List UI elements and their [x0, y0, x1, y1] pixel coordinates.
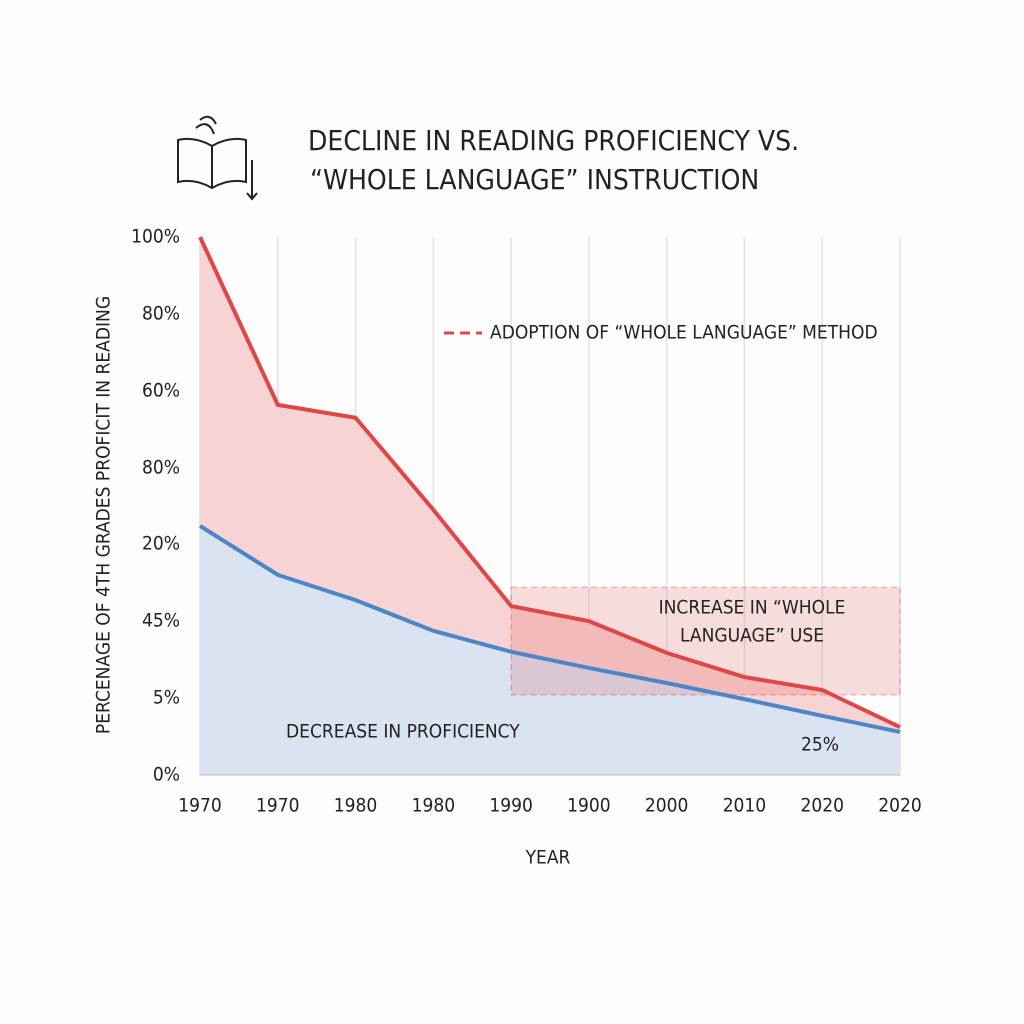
x-axis-label: YEAR: [525, 847, 571, 869]
book-icon: [177, 115, 258, 201]
x-tick-label: 2020: [800, 795, 844, 817]
y-tick-label: 80%: [142, 302, 180, 324]
y-tick-label: 100%: [131, 226, 180, 248]
x-tick-label: 1980: [412, 795, 456, 817]
x-tick-label: 1900: [567, 795, 611, 817]
x-tick-label: 2010: [723, 795, 767, 817]
line: [198, 236, 901, 729]
y-tick-label: 60%: [142, 379, 180, 401]
chart-title: “WHOLE LANGUAGE” INSTRUCTION: [310, 163, 759, 196]
y-tick-label: 0%: [153, 764, 180, 786]
y-tick-label: 20%: [142, 533, 180, 555]
y-tick-label: 80%: [142, 456, 180, 478]
x-tick-label: 2020: [878, 795, 922, 817]
annotation: LANGUAGE” USE: [680, 625, 824, 647]
x-tick-label: 1990: [489, 795, 533, 817]
annotation: INCREASE IN “WHOLE: [659, 597, 846, 619]
x-tick-label: 1970: [256, 795, 300, 817]
chart-title: DECLINE IN READING PROFICIENCY VS.: [308, 124, 799, 157]
y-tick-label: 5%: [153, 687, 180, 709]
x-tick-label: 1970: [178, 795, 222, 817]
x-tick-label: 2000: [645, 795, 689, 817]
annotation: DECREASE IN PROFICIENCY: [286, 721, 520, 743]
x-tick-label: 1980: [334, 795, 378, 817]
y-tick-label: 45%: [142, 610, 180, 632]
line: [198, 524, 901, 734]
area: [200, 525, 900, 775]
band: [510, 586, 901, 696]
annotation: 25%: [801, 734, 839, 756]
y-axis-label: PERCENAGE OF 4TH GRADES PROFICIT IN READ…: [93, 296, 115, 734]
legend-label: ADOPTION OF “WHOLE LANGUAGE” METHOD: [490, 322, 878, 344]
